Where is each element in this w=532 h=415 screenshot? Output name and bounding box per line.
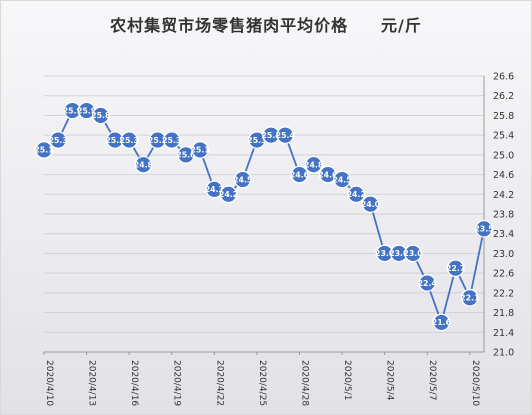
data-point [276,126,295,144]
data-label: 24.0 [361,200,381,209]
data-label: 25.4 [261,131,281,140]
chart-unit: 元/斤 [381,16,422,35]
data-label: 21.6 [432,318,451,327]
data-point [35,141,53,159]
y-tick-label: 23.8 [493,210,514,221]
data-point [290,165,309,184]
data-label: 24.3 [205,185,224,194]
x-tick-label: 2020/4/19 [172,360,182,406]
data-label: 25.1 [191,146,210,155]
chart-title-text: 农村集贸市场零售猪肉平均价格 [110,16,349,35]
data-point [162,131,181,149]
y-tick-label: 26.6 [493,72,514,83]
data-label: 24.5 [233,175,252,184]
x-tick-label: 2020/5/7 [427,360,437,400]
data-label: 25.3 [162,136,181,145]
data-label: 24.8 [304,161,323,170]
data-label: 25.4 [276,131,296,140]
data-point [333,170,351,189]
y-tick-label: 25.4 [493,131,514,142]
data-point [404,244,422,263]
y-tick-label: 23.0 [493,249,514,260]
data-label: 22.4 [418,279,438,288]
y-tick-label: 25.0 [493,150,514,161]
data-point [347,185,366,204]
series: 25.125.325.925.925.825.325.324.825.325.3… [34,101,494,332]
data-label: 22.1 [460,294,479,303]
data-label: 25.8 [91,111,110,120]
chart-title: 农村集贸市场零售猪肉平均价格 元/斤 [0,12,532,36]
data-point [233,170,252,189]
data-point [120,131,139,149]
x-tick-label: 2020/5/10 [470,360,480,406]
data-point [219,185,238,204]
x-tick-label: 2020/5/4 [385,360,395,401]
axes: 21.0 21.4 21.8 22.2 22.6 23.0 23.4 23.8 24.2 24.6… [43,72,514,406]
x-tick-label: 2020/4/22 [214,360,224,406]
y-tick-label: 25.8 [493,111,514,122]
x-tick-label: 2020/4/13 [87,360,97,406]
data-label: 25.3 [148,136,167,145]
data-label: 25.9 [63,106,82,115]
data-point [49,131,68,149]
data-point [91,106,110,125]
data-point [446,259,465,278]
y-tick-label: 24.6 [493,170,514,181]
data-label: 24.6 [290,170,309,179]
data-point [460,288,479,307]
x-tick-label: 2020/5/1 [342,360,352,400]
data-label: 25.3 [247,136,266,145]
data-label: 23.5 [474,225,493,234]
data-point [475,219,493,238]
data-label: 25.3 [49,136,68,145]
data-label: 24.5 [332,175,351,184]
data-label: 25.9 [77,106,96,115]
x-tick-label: 2020/4/10 [44,360,54,406]
data-label: 25.3 [105,136,124,145]
y-tick-label: 21.8 [493,308,514,319]
x-tick-label: 2020/4/28 [299,360,309,406]
data-label: 24.6 [318,170,337,179]
data-label: 24.2 [347,190,366,199]
data-label: 23.0 [403,249,423,258]
data-label: 23.0 [389,249,409,258]
y-tick-label: 24.2 [493,190,514,201]
data-point [134,155,153,174]
y-tick-label: 21.0 [493,348,514,359]
y-tick-label: 21.4 [493,328,514,339]
data-point [418,274,437,292]
data-label: 25.1 [34,146,53,155]
data-label: 22.7 [446,264,465,273]
data-point [304,155,323,174]
y-tick-label: 26.2 [493,91,514,102]
x-tick-label: 2020/4/25 [257,360,267,406]
data-point [191,141,209,159]
data-point [361,195,380,213]
data-label: 24.8 [134,161,153,170]
y-tick-label: 22.2 [493,288,514,299]
data-label: 25.3 [120,136,139,145]
data-point [432,313,451,332]
data-label: 23.0 [375,249,395,258]
x-tick-label: 2020/4/16 [129,360,139,406]
y-tick-label: 22.6 [493,269,514,280]
y-tick-label: 23.4 [493,229,514,240]
data-label: 24.2 [219,190,238,199]
data-label: 25.0 [176,151,196,160]
